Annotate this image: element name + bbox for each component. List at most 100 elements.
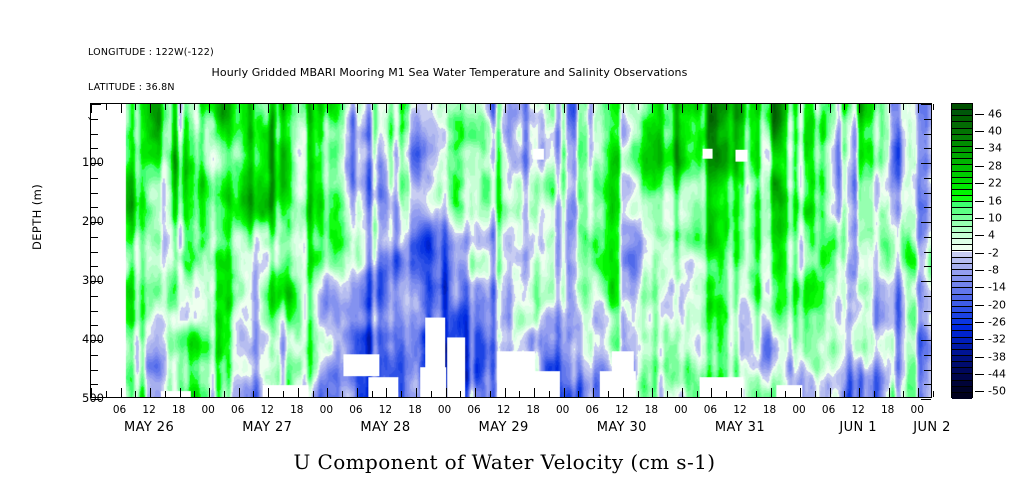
x-axis-hour-label: 18 (644, 404, 659, 416)
x-axis-tick (415, 388, 417, 397)
x-axis-hour-label: 12 (142, 404, 156, 416)
colorbar (951, 103, 973, 399)
x-axis-tick (785, 104, 787, 110)
x-axis-hour-label: 12 (615, 404, 629, 416)
x-axis-hour-label: 18 (290, 404, 304, 416)
colorbar-segment (952, 288, 972, 295)
y-axis-tick (924, 310, 931, 312)
colorbar-tick (975, 113, 984, 115)
x-axis-tick (297, 104, 299, 113)
colorbar-segment (952, 239, 972, 246)
y-axis-tick (91, 133, 98, 135)
x-axis-tick (489, 104, 491, 110)
x-axis-hour-label: 12 (851, 404, 865, 416)
x-axis-hour-label: 00 (674, 404, 688, 416)
x-axis-tick (888, 388, 890, 397)
x-axis-hour-label: 06 (821, 404, 836, 416)
x-axis-tick (91, 388, 92, 397)
x-axis-tick (223, 391, 225, 397)
colorbar-tick (975, 165, 984, 167)
colorbar-segment (952, 312, 972, 320)
x-axis-hour-label: 00 (792, 404, 806, 416)
x-axis-tick (814, 104, 816, 110)
x-axis-tick (726, 104, 728, 110)
y-axis-tick (91, 340, 101, 341)
x-axis-tick (859, 104, 861, 113)
x-axis-hour-label: 00 (437, 404, 452, 416)
y-axis-tick (924, 236, 931, 238)
y-axis-tick (91, 369, 98, 371)
x-axis-tick (150, 388, 152, 397)
y-axis-tick (91, 281, 101, 282)
colorbar-tick (975, 269, 984, 271)
x-axis-tick (534, 388, 536, 397)
contour-field (91, 104, 931, 397)
colorbar-segment (952, 343, 972, 350)
colorbar-segment (952, 300, 972, 307)
x-axis-tick (268, 388, 270, 397)
colorbar-tick (975, 235, 984, 237)
x-axis-tick (593, 388, 595, 397)
y-axis-tick (91, 104, 101, 105)
x-axis-tick (844, 104, 846, 110)
colorbar-segment (952, 306, 972, 313)
x-axis-tick (519, 391, 521, 397)
x-axis-tick (460, 104, 462, 110)
x-axis-hour-label: 18 (408, 404, 422, 416)
y-axis-tick (924, 148, 931, 150)
colorbar-segment (952, 355, 972, 363)
colorbar-segment (952, 251, 972, 258)
x-axis-hour-label: 12 (260, 404, 274, 416)
colorbar-tick (975, 131, 984, 133)
colorbar-segment (952, 220, 972, 227)
x-axis-hour-label: 00 (910, 404, 924, 416)
x-axis-tick (770, 104, 772, 113)
x-axis-tick (578, 104, 580, 110)
x-axis-tick (223, 104, 225, 110)
x-axis-tick (401, 104, 403, 110)
colorbar-label: -26 (988, 315, 1006, 329)
colorbar-tick (975, 183, 984, 185)
colorbar-segment (952, 226, 972, 234)
y-axis-tick (924, 192, 931, 194)
x-axis-tick (667, 391, 669, 397)
plot-frame (90, 103, 934, 400)
colorbar-label: -20 (988, 298, 1006, 312)
x-axis-hour-label: 06 (703, 404, 718, 416)
x-axis-tick (386, 104, 388, 113)
colorbar-segment (952, 196, 972, 203)
x-axis-day-label: JUN 1 (839, 420, 877, 435)
colorbar-segment (952, 140, 972, 148)
x-axis-tick (637, 104, 639, 110)
y-axis-tick (91, 236, 98, 238)
x-axis-tick (829, 104, 831, 113)
colorbar-segment (952, 110, 972, 117)
x-axis-tick (120, 388, 122, 397)
colorbar-label: -8 (988, 263, 999, 277)
x-axis-tick (622, 388, 624, 397)
colorbar-tick (975, 304, 984, 306)
colorbar-segment (952, 171, 972, 178)
colorbar-tick (975, 252, 984, 254)
colorbar-segment (952, 190, 972, 197)
x-axis-tick (120, 104, 122, 113)
y-axis-tick (924, 118, 931, 120)
x-axis-tick (593, 104, 595, 113)
colorbar-segment (952, 147, 972, 154)
y-axis-tick (91, 325, 98, 327)
x-axis-tick (253, 104, 255, 110)
x-axis-tick (445, 388, 447, 397)
x-axis-tick (918, 104, 920, 113)
x-axis-hour-label: 12 (733, 404, 747, 416)
x-axis-tick (150, 104, 152, 113)
x-axis-tick (164, 104, 166, 110)
x-axis-tick (430, 104, 432, 110)
x-axis-tick (135, 104, 137, 110)
colorbar-segment (952, 337, 972, 344)
x-axis-tick (873, 104, 875, 110)
y-axis-tick (91, 295, 98, 297)
x-axis-tick (312, 391, 314, 397)
x-axis-tick (800, 104, 802, 113)
x-axis-tick (681, 104, 683, 113)
x-axis-tick (933, 391, 934, 397)
